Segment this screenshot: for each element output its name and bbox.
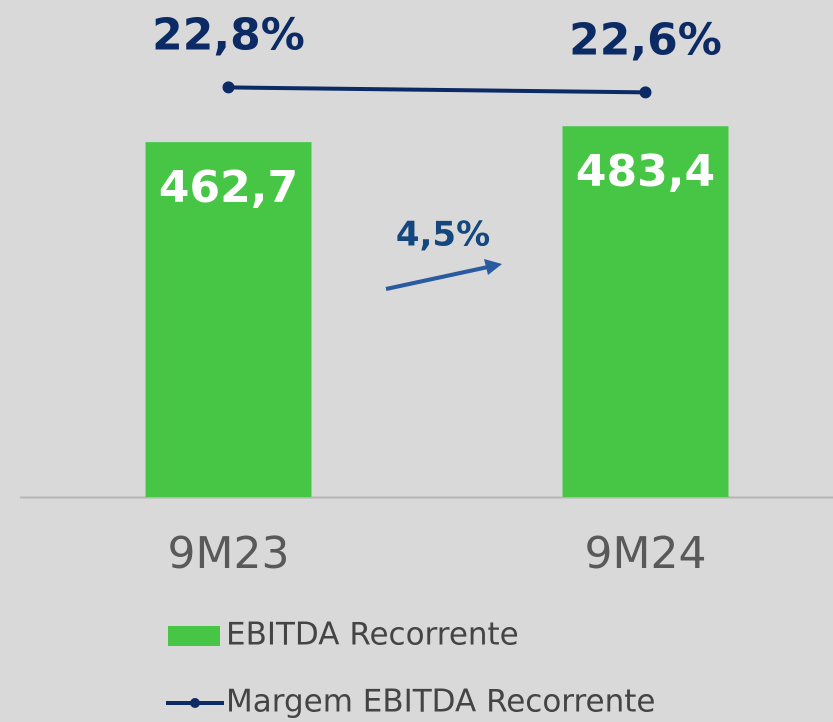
bar-value-label: 462,7 [159,162,298,213]
growth-arrow [385,265,489,291]
line-value-label: 22,8% [152,9,305,60]
x-tick-label: 9M23 [168,528,290,579]
line-value-label: 22,6% [569,14,722,65]
legend-label: Margem EBITDA Recorrente [226,684,656,720]
legend-swatch-point [190,698,200,708]
growth-arrow-head [484,259,502,275]
x-tick-label: 9M24 [585,528,707,579]
bar [145,142,312,497]
bar [562,126,729,497]
bar-value-label: 483,4 [576,146,715,197]
legend-swatch [168,626,220,646]
line [228,85,646,95]
growth-label: 4,5% [396,215,490,255]
legend-label: EBITDA Recorrente [226,617,519,653]
line-point [222,81,235,94]
line-point [639,86,652,99]
